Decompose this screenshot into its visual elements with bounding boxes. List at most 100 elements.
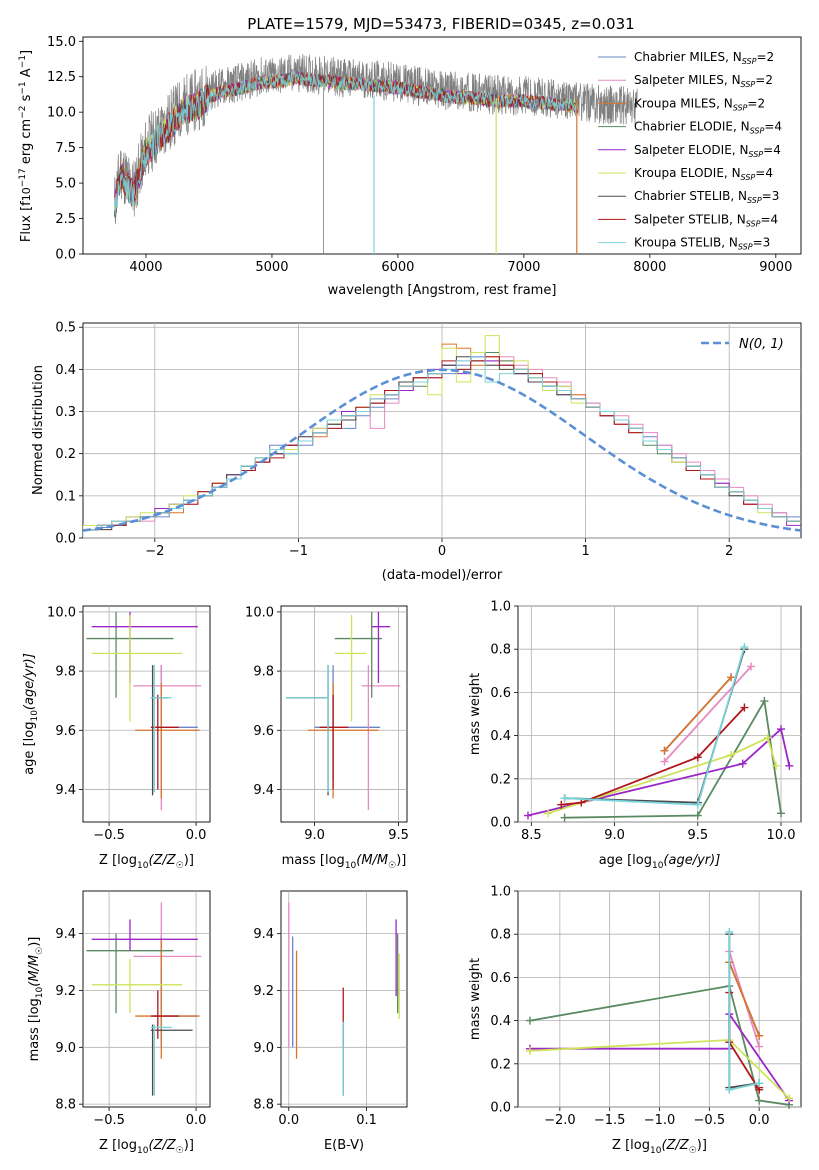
errorbar-plot-area [86, 611, 202, 811]
label-part: 10 [652, 861, 664, 871]
legend-label: Kroupa STELIB, NSSP=3 [634, 236, 770, 252]
y-tick-label: 9.4 [55, 783, 76, 798]
x-tick-label: 0.0 [749, 1113, 770, 1128]
age-vs-mass-panel: 9.0 9.5 9.4 9.6 9.8 10.0 mass [log10(M/M☉)] [245, 605, 409, 871]
y-tick-label: 0.0 [55, 248, 76, 263]
x-tick-label: 0.0 [186, 828, 207, 843]
y-tick-label: 0.6 [490, 686, 511, 701]
label-part: ☉ [689, 1146, 697, 1156]
label-part: Kroupa MILES [634, 96, 716, 110]
x-axis-label: age [log10(age/yr)] [599, 853, 721, 871]
weight-marker [760, 697, 769, 706]
x-axis-label: mass [log10(M/M☉)] [282, 853, 407, 871]
y-tick-label: 2.5 [55, 212, 76, 227]
label-part: N [732, 73, 741, 87]
label-part: Kroupa ELODIE [634, 166, 724, 180]
label-part: Salpeter MILES [634, 73, 724, 87]
weight-vs-metallicity-panel: −2.0 −1.5 −1.0 −0.5 0.0 0.0 0.2 0.4 0.6 0.8 1.0 Z [… [468, 885, 802, 1156]
observed-spectrum-line [114, 53, 638, 225]
y-tick-label: 0.6 [490, 971, 511, 986]
label-part: −2 [18, 106, 28, 119]
y-tick-label: 0.3 [55, 405, 76, 420]
y-tick-label: 9.0 [55, 1041, 76, 1056]
label-part: −1 [18, 55, 28, 68]
label-part: , [724, 166, 732, 180]
label-part: = [762, 189, 772, 203]
y-tick-label: 0.8 [490, 643, 511, 658]
label-part: Z [log [612, 1138, 650, 1153]
label-part: 2 [757, 96, 765, 110]
y-tick-label: 9.8 [253, 665, 274, 680]
weight-marker [740, 703, 749, 712]
weight-marker [543, 809, 552, 818]
x-tick-label: 6000 [381, 260, 414, 275]
x-tick-label: 9.5 [388, 828, 409, 843]
y-tick-label: 0.4 [490, 729, 511, 744]
label-part: (age/yr)] [22, 653, 37, 710]
y-tick-label: 10.0 [47, 605, 76, 620]
x-tick-label: −0.5 [694, 1113, 726, 1128]
legend-label: Chabrier MILES, NSSP=2 [634, 50, 774, 66]
label-part: erg cm [19, 119, 34, 168]
legend-label: Salpeter ELODIE, NSSP=4 [634, 143, 781, 159]
weight-marker [777, 725, 786, 734]
errorbar-plot-area [288, 902, 400, 1096]
model-spectrum-line [114, 71, 579, 216]
label-part: 3 [763, 236, 771, 250]
y-tick-label: 0.1 [55, 489, 76, 504]
legend-label: Salpeter MILES, NSSP=2 [634, 73, 773, 89]
legend-label: Chabrier ELODIE, NSSP=4 [634, 120, 782, 136]
x-axis-label: (data-model)/error [382, 568, 503, 583]
y-tick-label: 12.5 [47, 70, 76, 85]
label-part: N [738, 189, 747, 203]
label-part: (Z/Z [661, 1138, 689, 1153]
x-tick-label: 0.0 [186, 1113, 207, 1128]
y-axis-label: mass [log10(M/M☉)] [27, 937, 45, 1062]
weight-plot-area [525, 928, 794, 1109]
x-tick-label: −0.5 [93, 828, 125, 843]
label-part: 4 [774, 120, 782, 134]
normal-curve [83, 368, 801, 532]
y-tick-label: 0.8 [490, 928, 511, 943]
axes-frame [280, 605, 408, 823]
y-tick-label: 9.4 [55, 927, 76, 942]
label-part: 10 [650, 1146, 662, 1156]
weight-marker [660, 757, 669, 766]
y-tick-label: 9.4 [253, 927, 274, 942]
weight-series-line [728, 961, 760, 1037]
weight-marker [727, 673, 736, 682]
axes-frame [280, 890, 408, 1108]
weight-vs-age-panel: 8.5 9.0 9.5 10.0 0.0 0.2 0.4 0.6 0.8 1.0 age [log1… [468, 600, 802, 871]
weight-marker [785, 761, 794, 770]
age-vs-metallicity-panel: −0.5 0.09.49.69.810.0Z [log10(Z/Z☉)]age [… [22, 605, 211, 871]
mass-vs-metallicity-panel: −0.5 0.08.89.09.29.4Z [log10(Z/Z☉)]mass [… [27, 890, 211, 1156]
errorbar-plot-area [86, 902, 202, 1096]
weight-marker [660, 746, 669, 755]
y-axis-label: Flux [f10−17 erg cm−2 s−1 A−1] [18, 50, 34, 242]
x-tick-label: 9.0 [304, 828, 325, 843]
label-part: 10 [137, 1146, 149, 1156]
label-part: SSP [742, 57, 757, 66]
weight-marker [725, 1085, 734, 1094]
x-tick-label: 9.0 [604, 828, 625, 843]
y-tick-label: 0.0 [490, 1101, 511, 1116]
label-part: SSP [750, 127, 765, 136]
label-part: N [737, 212, 746, 226]
label-part: , [733, 120, 741, 134]
weight-marker [755, 1031, 764, 1040]
weight-series-line [527, 727, 791, 817]
x-tick-label: 1 [581, 544, 589, 559]
label-part: 3 [772, 189, 780, 203]
y-tick-label: 15.0 [47, 35, 76, 50]
label-part: ☉ [176, 861, 184, 871]
axes-frame [517, 605, 802, 823]
label-part: )] [697, 1138, 707, 1153]
label-part: 4 [773, 143, 781, 157]
label-part: A [19, 68, 34, 81]
weight-marker [727, 751, 736, 760]
label-part: , [716, 96, 724, 110]
label-part: Chabrier MILES [634, 50, 725, 64]
weight-marker [777, 809, 786, 818]
